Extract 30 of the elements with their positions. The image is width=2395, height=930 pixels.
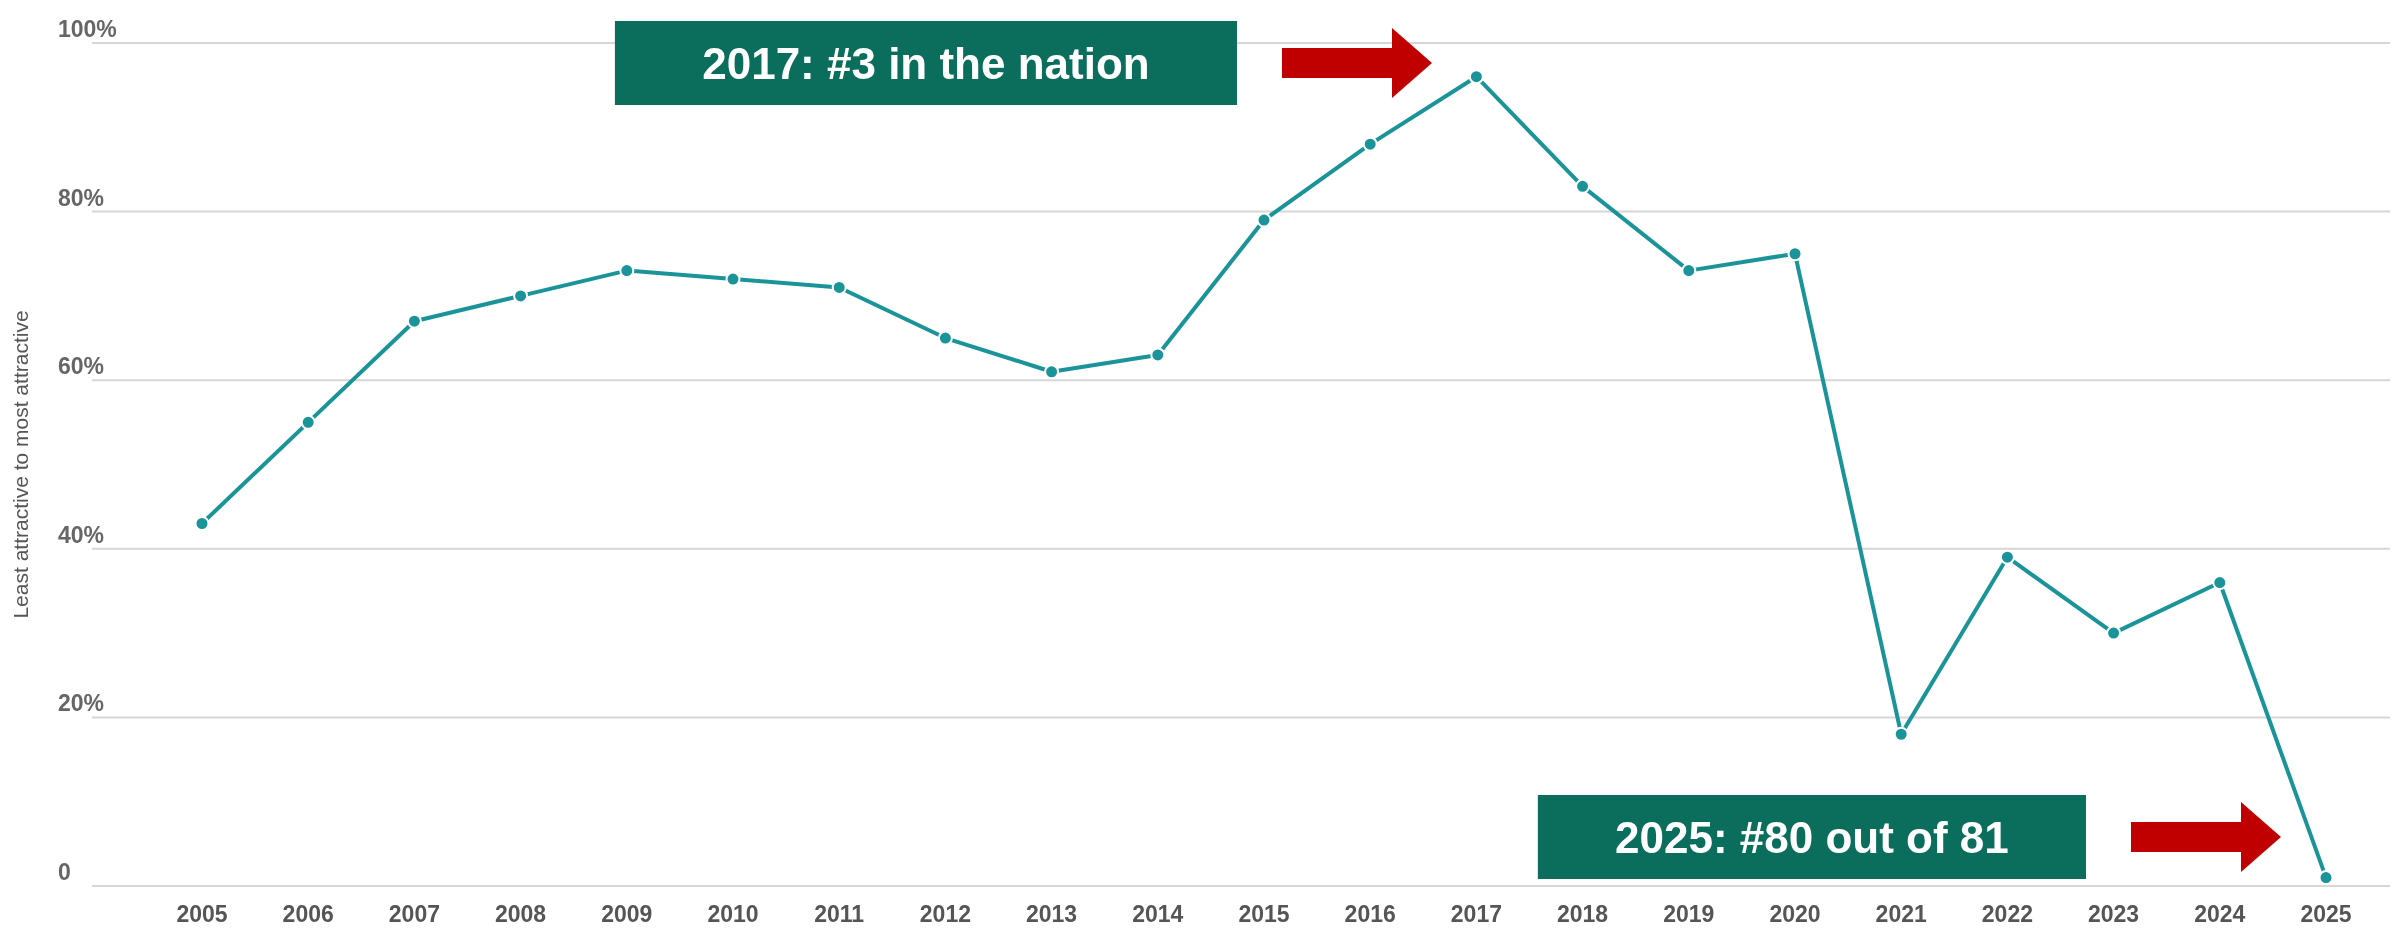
x-tick-label: 2012 <box>919 901 971 927</box>
y-tick-label: 0 <box>58 859 71 885</box>
annotation: 2025: #80 out of 81 <box>1615 812 2009 862</box>
x-tick-label: 2017 <box>1450 901 1502 927</box>
x-tick-label: 2014 <box>1132 901 1184 927</box>
y-tick-label: 40% <box>58 521 105 548</box>
y-tick-label: 100% <box>58 16 117 42</box>
y-axis-title: Least attractive to most attractive <box>9 310 32 619</box>
x-tick-label: 2016 <box>1344 901 1396 927</box>
x-tick-label: 2020 <box>1769 901 1821 927</box>
x-tick-label: 2005 <box>176 901 228 927</box>
x-tick-label: 2011 <box>814 901 865 927</box>
x-tick-label: 2010 <box>707 901 759 927</box>
x-tick-label: 2019 <box>1663 901 1715 927</box>
x-tick-label: 2015 <box>1238 901 1290 927</box>
x-tick-label: 2007 <box>388 901 440 927</box>
x-tick-label: 2018 <box>1557 901 1609 927</box>
x-tick-label: 2025 <box>2300 901 2352 927</box>
x-tick-label: 2009 <box>601 901 653 927</box>
y-tick-label: 60% <box>58 353 105 380</box>
x-tick-label: 2022 <box>1981 901 2033 927</box>
y-tick-label: 80% <box>58 184 105 211</box>
x-tick-label: 2024 <box>2194 901 2246 927</box>
x-tick-label: 2023 <box>2088 901 2140 927</box>
x-tick-label: 2013 <box>1026 901 1078 927</box>
x-tick-label: 2006 <box>282 901 334 927</box>
annotation: 2017: #3 in the nation <box>702 38 1150 88</box>
x-tick-label: 2008 <box>495 901 547 927</box>
y-tick-label: 20% <box>58 690 105 717</box>
x-tick-label: 2021 <box>1875 901 1927 927</box>
